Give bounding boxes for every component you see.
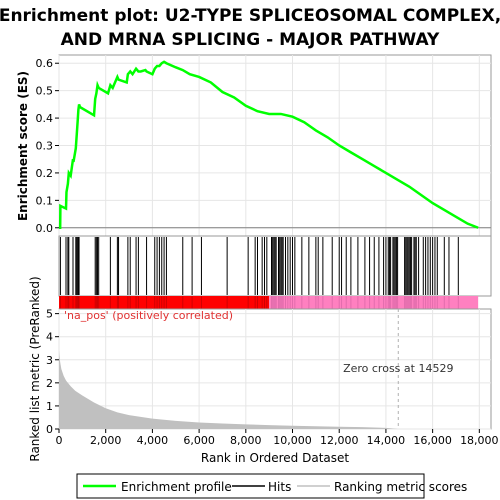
x-tick-label: 18,000 [460, 434, 499, 447]
chart-title-line2: AND MRNA SPLICING - MAJOR PATHWAY [61, 30, 440, 50]
ranking-gridlines [58, 309, 491, 430]
legend-ranking-label: Ranking metric scores [334, 480, 467, 494]
x-tick-label: 12,000 [320, 434, 359, 447]
ranking-y-tick-label: 4 [46, 331, 53, 344]
heat-bar [59, 296, 479, 309]
x-tick-label: 14,000 [367, 434, 406, 447]
ranking-y-tick-label: 2 [46, 377, 53, 390]
x-tick-label: 4,000 [137, 434, 169, 447]
x-tick-label: 0 [56, 434, 63, 447]
es-y-tick-label: 0.5 [36, 85, 54, 98]
ranking-y-tick-label: 1 [46, 400, 53, 413]
ranking-y-ticks: 0 1 2 3 4 5 [46, 308, 59, 436]
es-y-tick-label: 0.2 [36, 167, 54, 180]
hit-markers [59, 237, 459, 295]
ranking-panel: 'na_pos' (positively correlated) Zero cr… [28, 276, 499, 465]
es-gridlines [58, 55, 491, 236]
ranking-y-tick-label: 5 [46, 308, 53, 321]
legend: Enrichment profile Hits Ranking metric s… [76, 473, 467, 499]
chart-title-line1: Enrichment plot: U2-TYPE SPLICEOSOMAL CO… [0, 6, 500, 26]
x-ticks: 0 2,000 4,000 6,000 8,000 10,000 12,000 14,000 1… [56, 429, 499, 447]
enrichment-profile-line [58, 60, 479, 230]
legend-enrichment-label: Enrichment profile [121, 480, 232, 494]
ranking-y-axis-label: Ranked list metric (PreRanked) [28, 276, 42, 461]
es-y-tick-label: 0.4 [36, 112, 54, 125]
ranking-metric-area [59, 350, 479, 429]
heat-bar-negative [269, 296, 479, 309]
ranking-panel-frame [58, 308, 492, 430]
es-y-tick-label: 0.3 [36, 140, 54, 153]
es-y-tick-label: 0.6 [36, 57, 54, 70]
es-y-tick-label: 0.1 [36, 194, 54, 207]
x-axis-label: Rank in Ordered Dataset [201, 451, 349, 465]
hits-panel [58, 235, 492, 297]
heat-bar-stripes [59, 296, 459, 309]
x-tick-label: 8,000 [230, 434, 262, 447]
positive-correlation-label: 'na_pos' (positively correlated) [64, 309, 233, 322]
es-y-tick-label: 0.0 [36, 222, 54, 235]
ranking-y-tick-label: 0 [46, 423, 53, 436]
x-tick-label: 10,000 [273, 434, 312, 447]
zero-cross-label: Zero cross at 14529 [343, 362, 453, 375]
legend-hits-label: Hits [268, 480, 291, 494]
es-y-ticks: 0.0 0.1 0.2 0.3 0.4 0.5 0.6 [36, 57, 59, 235]
es-y-axis-label: Enrichment score (ES) [16, 71, 30, 221]
ranking-y-tick-label: 3 [46, 354, 53, 367]
x-tick-label: 2,000 [90, 434, 122, 447]
es-panel: 0.0 0.1 0.2 0.3 0.4 0.5 0.6 Enrichment score (… [16, 54, 492, 237]
x-tick-label: 16,000 [413, 434, 452, 447]
x-tick-label: 6,000 [183, 434, 215, 447]
